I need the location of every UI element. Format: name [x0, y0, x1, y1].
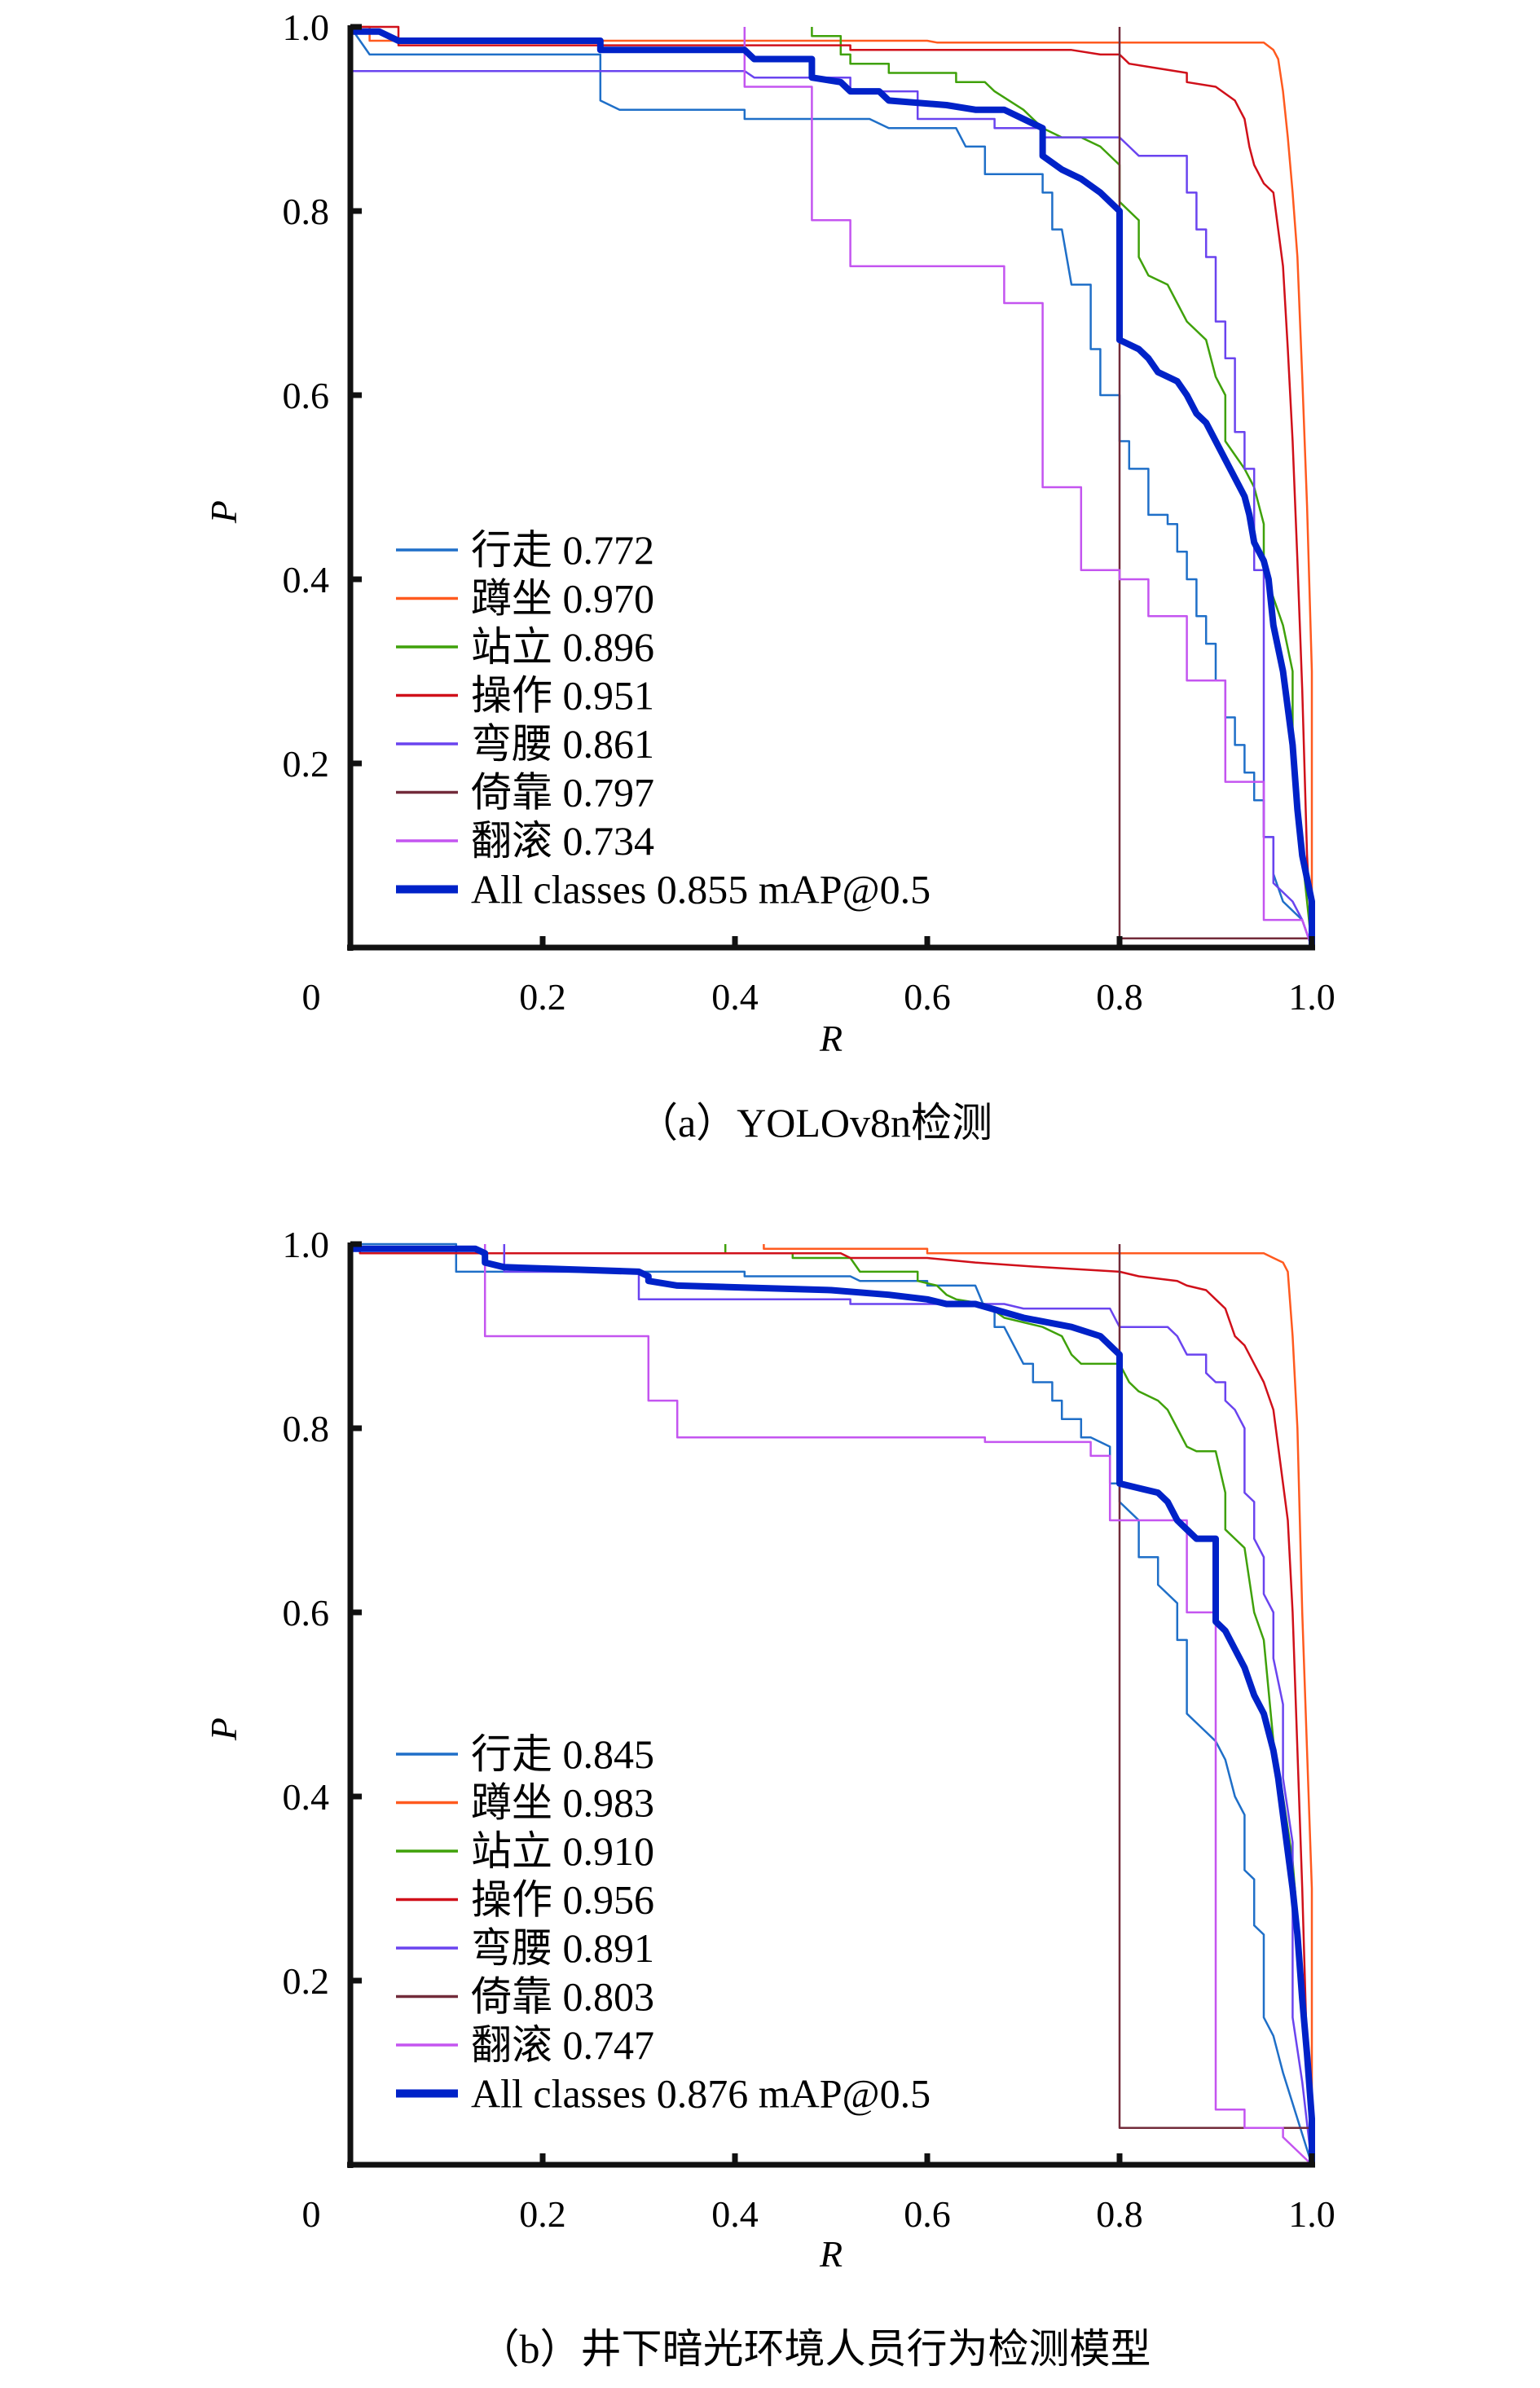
pr-curve-class-4: [503, 1244, 1313, 2166]
pr-curve-class-6: [743, 27, 1313, 948]
panel-b-curves: [350, 1242, 1315, 2166]
legend-item: 操作 0.956: [396, 1877, 654, 1923]
legend-label: 翻滚 0.747: [471, 2022, 654, 2068]
y-tick-label: 0.6: [283, 1592, 330, 1634]
x-tick-label: 0.2: [519, 2193, 566, 2235]
legend-label: 倚靠 0.797: [471, 770, 654, 816]
legend-label: 蹲坐 0.983: [471, 1780, 654, 1826]
panel-a-curves: [349, 25, 1315, 948]
pr-curve-all-classes: [350, 1245, 1315, 2165]
legend-label: 操作 0.951: [471, 673, 654, 719]
x-tick-label: 0.4: [711, 976, 759, 1018]
panel-a-x-axis-label: R: [819, 1018, 843, 1059]
panel-b-proposed-model: 0 0.2 0.4 0.6 0.8 1.0 0.2 0.4 0.6 0.8 1.0 P R 行走 0…: [203, 1224, 1335, 2372]
panel-b-tick-labels: 0 0.2 0.4 0.6 0.8 1.0 0.2 0.4 0.6 0.8 1.0: [283, 1224, 1335, 2235]
legend-label: All classes 0.876 mAP@0.5: [471, 2071, 931, 2117]
x-tick-label: 0: [302, 976, 321, 1018]
legend-label: 翻滚 0.734: [471, 818, 654, 864]
legend-item: 弯腰 0.861: [396, 721, 654, 767]
legend-item: 倚靠 0.797: [396, 770, 654, 816]
legend-item: 翻滚 0.747: [396, 2022, 654, 2068]
y-tick-label: 1.0: [283, 7, 330, 48]
legend-item: 操作 0.951: [396, 673, 654, 719]
legend-item: 倚靠 0.803: [396, 1974, 654, 2020]
panel-b-y-axis-label: P: [203, 1717, 244, 1741]
legend-item: All classes 0.876 mAP@0.5: [396, 2071, 931, 2117]
x-tick-label: 0: [302, 2193, 321, 2235]
panel-b-x-axis-label: R: [819, 2233, 843, 2275]
panel-a-axes: [347, 24, 1315, 951]
y-tick-label: 0.8: [283, 191, 330, 232]
panel-a-caption: （a）YOLOv8n检测: [637, 1100, 992, 1146]
legend-label: 操作 0.956: [471, 1877, 654, 1923]
pr-curve-class-1: [350, 25, 1313, 948]
legend-item: 蹲坐 0.970: [396, 576, 654, 622]
panel-b-axes: [347, 1241, 1315, 2168]
pr-curve-class-3: [350, 1242, 1313, 2166]
x-tick-label: 0.6: [904, 2193, 951, 2235]
y-tick-label: 1.0: [283, 1224, 330, 1265]
y-tick-label: 0.4: [283, 1776, 330, 1818]
legend-item: 蹲坐 0.983: [396, 1780, 654, 1826]
y-tick-label: 0.8: [283, 1408, 330, 1449]
pr-curve-class-0: [349, 26, 1313, 948]
legend-item: 行走 0.845: [396, 1731, 654, 1777]
panel-a-y-axis-label: P: [203, 500, 244, 524]
pr-curve-class-6: [483, 1244, 1313, 2166]
legend-label: 蹲坐 0.970: [471, 576, 654, 622]
legend-item: 站立 0.910: [396, 1828, 654, 1874]
x-tick-label: 1.0: [1288, 976, 1335, 1018]
legend-label: 弯腰 0.891: [471, 1925, 654, 1971]
legend-item: 弯腰 0.891: [396, 1925, 654, 1971]
x-tick-label: 0.8: [1096, 976, 1143, 1018]
pr-curve-class-2: [724, 1244, 1313, 2165]
legend-label: 弯腰 0.861: [471, 721, 654, 767]
pr-curve-class-3: [350, 25, 1313, 948]
legend-label: 行走 0.772: [471, 527, 654, 573]
x-tick-label: 1.0: [1288, 2193, 1335, 2235]
panel-a-tick-labels: 0 0.2 0.4 0.6 0.8 1.0 0.2 0.4 0.6 0.8 1.0: [283, 7, 1335, 1018]
y-tick-label: 0.4: [283, 559, 330, 600]
legend-item: 翻滚 0.734: [396, 818, 654, 864]
pr-curve-class-2: [811, 27, 1313, 948]
legend-label: All classes 0.855 mAP@0.5: [471, 867, 931, 913]
legend-item: 站立 0.896: [396, 624, 654, 670]
legend-label: 行走 0.845: [471, 1731, 654, 1777]
y-tick-label: 0.2: [283, 1960, 330, 2002]
legend-item: 行走 0.772: [396, 527, 654, 573]
pr-curve-all-classes: [350, 28, 1315, 948]
x-tick-label: 0.8: [1096, 2193, 1143, 2235]
legend-label: 倚靠 0.803: [471, 1974, 654, 2020]
legend-label: 站立 0.896: [471, 624, 654, 670]
legend-label: 站立 0.910: [471, 1828, 654, 1874]
y-tick-label: 0.6: [283, 375, 330, 416]
pr-curve-class-4: [350, 69, 1313, 948]
x-tick-label: 0.6: [904, 976, 951, 1018]
x-tick-label: 0.2: [519, 976, 566, 1018]
panel-b-caption: （b）井下暗光环境人员行为检测模型: [479, 2326, 1151, 2372]
legend-item: All classes 0.855 mAP@0.5: [396, 867, 931, 913]
y-tick-label: 0.2: [283, 743, 330, 785]
panel-a-yolov8n: 0 0.2 0.4 0.6 0.8 1.0 0.2 0.4 0.6 0.8 1.0 P R 行走 0…: [203, 7, 1335, 1146]
x-tick-label: 0.4: [711, 2193, 759, 2235]
pr-curve-class-1: [763, 1244, 1313, 2165]
